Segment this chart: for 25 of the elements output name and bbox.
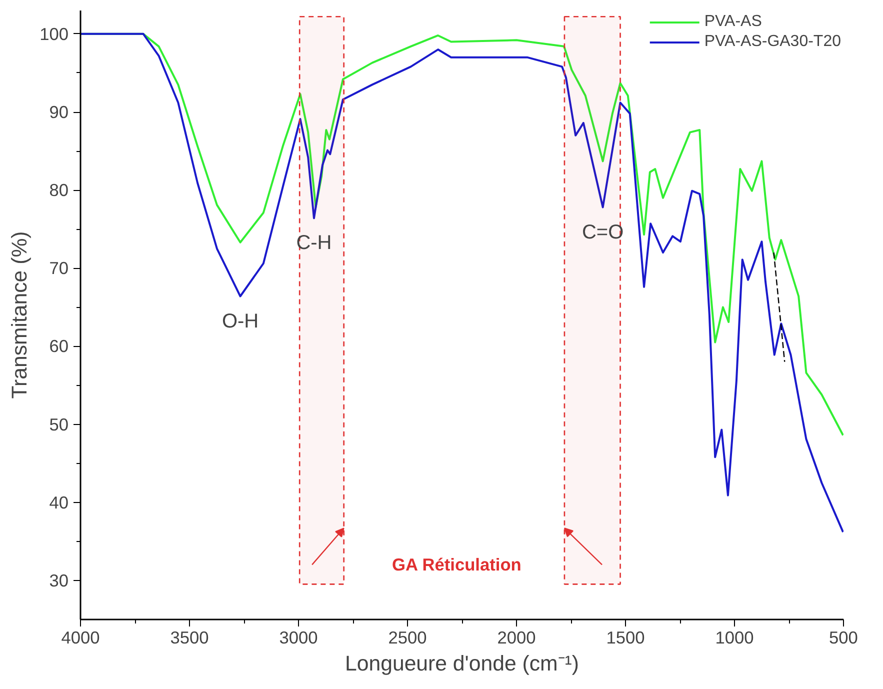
x-tick-label: 3500 <box>170 628 209 648</box>
x-tick-label: 500 <box>829 628 858 648</box>
x-tick-label: 2500 <box>388 628 427 648</box>
x-tick-label: 1000 <box>715 628 754 648</box>
y-tick-label: 70 <box>49 258 69 278</box>
annotation: C=O <box>582 221 624 244</box>
x-tick-label: 1500 <box>606 628 645 648</box>
annotation: C-H <box>296 232 332 254</box>
x-tick-label: 2000 <box>497 628 536 648</box>
y-tick-label: 40 <box>49 492 69 512</box>
annotation: GA Réticulation <box>392 554 522 575</box>
y-tick-label: 30 <box>49 570 69 590</box>
x-tick-label: 3000 <box>279 628 318 648</box>
x-tick-label: 4000 <box>61 628 100 648</box>
y-tick-label: 90 <box>49 102 69 122</box>
annotation: O-H <box>222 310 259 332</box>
legend-label: PVA-AS-GA30-T20 <box>704 33 841 51</box>
y-tick-label: 100 <box>40 24 69 44</box>
y-tick-label: 60 <box>49 336 69 356</box>
y-tick-label: 80 <box>49 180 69 200</box>
line-series <box>80 32 844 534</box>
y-axis-title: Transmitance (%) <box>8 231 32 399</box>
x-axis-title: Longueure d'onde (cm⁻¹) <box>345 652 579 676</box>
legend-label: PVA-AS <box>704 13 762 31</box>
y-tick-label: 50 <box>49 414 69 434</box>
